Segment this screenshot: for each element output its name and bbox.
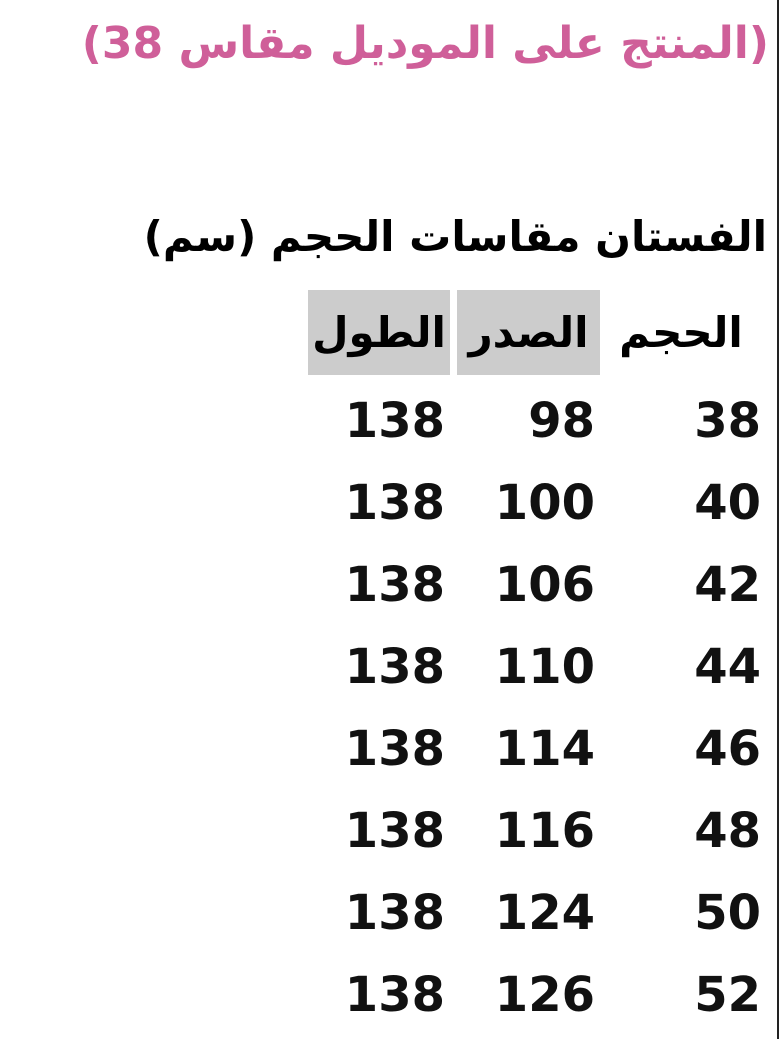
length-cell: 138 (344, 721, 445, 777)
length-cell: 138 (344, 393, 445, 449)
table-row: 50 124 138 (0, 877, 781, 957)
chest-cell: 124 (494, 885, 595, 941)
length-cell: 138 (344, 475, 445, 531)
chest-cell: 98 (528, 393, 595, 449)
table-row: 42 106 138 (0, 549, 781, 629)
size-cell: 52 (694, 967, 761, 1023)
model-size-note: (المنتج على الموديل مقاس 38) (81, 18, 769, 69)
size-cell: 38 (694, 393, 761, 449)
length-cell: 138 (344, 967, 445, 1023)
table-row: 46 114 138 (0, 713, 781, 793)
chest-cell: 106 (494, 557, 595, 613)
table-row: 38 98 138 (0, 385, 781, 465)
table-row: 52 126 138 (0, 959, 781, 1039)
length-cell: 138 (344, 885, 445, 941)
table-row: 48 116 138 (0, 795, 781, 875)
size-cell: 46 (694, 721, 761, 777)
header-chest: الصدر (457, 290, 600, 375)
chest-cell: 114 (494, 721, 595, 777)
chest-cell: 100 (494, 475, 595, 531)
size-cell: 50 (694, 885, 761, 941)
size-cell: 48 (694, 803, 761, 859)
size-cell: 44 (694, 639, 761, 695)
header-size: الحجم (619, 308, 743, 357)
table-row: 44 110 138 (0, 631, 781, 711)
chest-cell: 116 (494, 803, 595, 859)
size-chart-title: الفستان مقاسات الحجم (سم) (143, 212, 767, 261)
chest-cell: 110 (494, 639, 595, 695)
length-cell: 138 (344, 639, 445, 695)
length-cell: 138 (344, 803, 445, 859)
right-border (777, 0, 779, 1039)
size-cell: 42 (694, 557, 761, 613)
header-length: الطول (308, 290, 450, 375)
length-cell: 138 (344, 557, 445, 613)
size-cell: 40 (694, 475, 761, 531)
chest-cell: 126 (494, 967, 595, 1023)
table-row: 40 100 138 (0, 467, 781, 547)
